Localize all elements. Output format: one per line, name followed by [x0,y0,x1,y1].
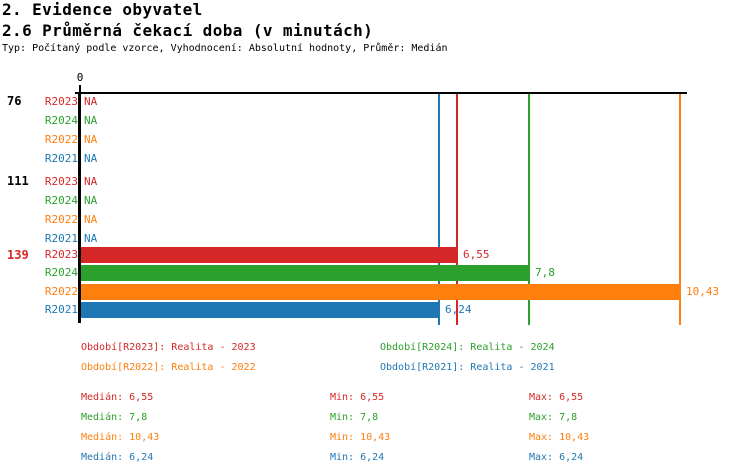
na-value: NA [84,175,98,188]
series-label: R2022 [44,213,78,226]
bar-r2021 [81,302,440,318]
page-title: 2. Evidence obyvatel [2,0,203,19]
bar-value-label: 7,8 [535,266,555,279]
bar-value-label: 6,55 [463,248,490,261]
stat-max-r2024: Max: 7,8 [529,412,578,423]
group-label: 76 [7,94,22,108]
series-label: R2021 [44,232,78,245]
na-value: NA [84,95,98,108]
y-axis-line [78,92,81,323]
group-label: 139 [7,248,29,262]
reference-line-r2023 [456,93,458,325]
chart-title: 2.6 Průměrná čekací doba (v minutách) [2,21,374,40]
na-value: NA [84,114,98,127]
stat-median-r2021: Medián: 6,24 [81,452,154,463]
reference-line-r2022 [679,93,681,325]
stat-median-r2023: Medián: 6,55 [81,392,154,403]
bar-value-label: 10,43 [686,285,720,298]
axis-origin-label: 0 [76,71,84,84]
series-label: R2024 [44,194,78,207]
series-label: R2023 [44,95,78,108]
bar-r2022 [81,284,681,300]
na-value: NA [84,194,98,207]
stat-median-r2024: Medián: 7,8 [81,412,148,423]
stat-min-r2023: Min: 6,55 [330,392,385,403]
stat-max-r2022: Max: 10,43 [529,432,590,443]
legend-item-r2021: Období[R2021]: Realita - 2021 [380,362,555,373]
legend-item-r2024: Období[R2024]: Realita - 2024 [380,342,555,353]
series-label: R2022 [44,133,78,146]
legend-item-r2023: Období[R2023]: Realita - 2023 [81,342,256,353]
x-axis-line [75,92,687,94]
legend-item-r2022: Období[R2022]: Realita - 2022 [81,362,256,373]
series-label: R2024 [44,114,78,127]
series-label: R2024 [44,266,78,279]
series-label: R2022 [44,285,78,298]
chart-meta-subtitle: Typ: Počítaný podle vzorce, Vyhodnocení:… [2,43,448,54]
na-value: NA [84,133,98,146]
series-label: R2023 [44,175,78,188]
na-value: NA [84,152,98,165]
bar-r2023 [81,247,458,263]
series-label: R2021 [44,152,78,165]
x-axis-tick [79,85,81,97]
series-label: R2023 [44,248,78,261]
reference-line-r2021 [438,93,440,325]
stat-min-r2021: Min: 6,24 [330,452,385,463]
stat-median-r2022: Medián: 10,43 [81,432,160,443]
na-value: NA [84,213,98,226]
reference-line-r2024 [528,93,530,325]
bar-value-label: 6,24 [445,303,472,316]
bar-r2024 [81,265,530,281]
group-label: 111 [7,174,29,188]
stat-min-r2024: Min: 7,8 [330,412,379,423]
series-label: R2021 [44,303,78,316]
stat-max-r2021: Max: 6,24 [529,452,584,463]
stat-max-r2023: Max: 6,55 [529,392,584,403]
na-value: NA [84,232,98,245]
stat-min-r2022: Min: 10,43 [330,432,391,443]
